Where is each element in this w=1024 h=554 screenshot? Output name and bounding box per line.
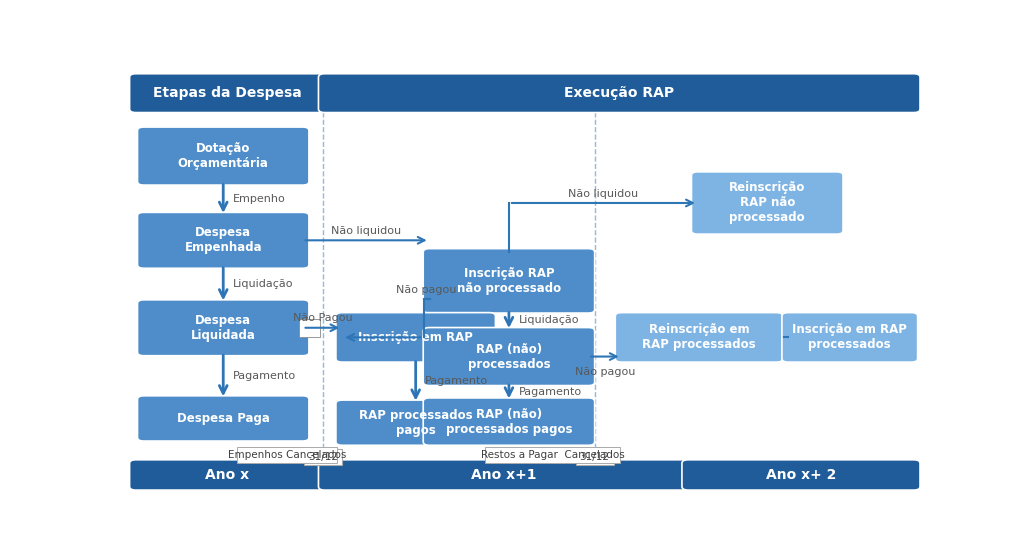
Text: Despesa
Liquidada: Despesa Liquidada [190,314,256,342]
Text: Não pagou: Não pagou [396,285,457,295]
Text: Não pagou: Não pagou [574,367,635,377]
FancyBboxPatch shape [336,400,496,445]
FancyBboxPatch shape [423,398,595,445]
Text: Liquidação: Liquidação [232,279,293,289]
FancyBboxPatch shape [782,312,918,362]
Text: RAP processados
pagos: RAP processados pagos [358,409,472,437]
Text: Inscrição RAP
não processado: Inscrição RAP não processado [457,267,561,295]
Text: Dotação
Orçamentária: Dotação Orçamentária [178,142,268,170]
FancyBboxPatch shape [137,396,309,441]
FancyBboxPatch shape [691,172,843,234]
FancyBboxPatch shape [130,460,325,490]
Text: Pagamento: Pagamento [518,387,582,397]
Text: Não liquidou: Não liquidou [331,226,401,236]
Text: Despesa Paga: Despesa Paga [177,412,269,425]
Text: 31/12: 31/12 [308,452,338,462]
Text: Despesa
Empenhada: Despesa Empenhada [184,227,262,254]
Text: Restos a Pagar  Cancelados: Restos a Pagar Cancelados [480,450,625,460]
Text: Ano x+1: Ano x+1 [471,468,537,482]
FancyBboxPatch shape [299,319,321,337]
FancyBboxPatch shape [318,74,920,112]
FancyBboxPatch shape [423,249,595,313]
Text: Ano x+ 2: Ano x+ 2 [766,468,837,482]
Text: Não liquidou: Não liquidou [568,189,638,199]
FancyBboxPatch shape [130,74,325,112]
Text: 31/12: 31/12 [580,452,609,462]
FancyBboxPatch shape [304,449,342,465]
FancyBboxPatch shape [485,448,620,463]
Text: Execução RAP: Execução RAP [564,86,674,100]
FancyBboxPatch shape [423,327,595,386]
Text: Empenho: Empenho [232,194,286,204]
Text: Pagamento: Pagamento [232,371,296,381]
Text: Pagamento: Pagamento [425,376,488,386]
Text: Ano x: Ano x [205,468,249,482]
FancyBboxPatch shape [237,448,337,463]
FancyBboxPatch shape [575,449,613,465]
Text: Inscrição em RAP: Inscrição em RAP [358,331,473,344]
Text: Inscrição em RAP
processados: Inscrição em RAP processados [793,324,907,351]
Text: Reinscrição
RAP não
processado: Reinscrição RAP não processado [729,182,806,224]
Text: RAP (não)
processados: RAP (não) processados [468,342,550,371]
FancyBboxPatch shape [137,127,309,185]
Text: Não Pagou: Não Pagou [293,314,352,324]
FancyBboxPatch shape [137,300,309,356]
Text: Liquidação: Liquidação [518,315,579,325]
FancyBboxPatch shape [682,460,920,490]
Text: Reinscrição em
RAP processados: Reinscrição em RAP processados [642,324,756,351]
FancyBboxPatch shape [336,312,496,362]
FancyBboxPatch shape [615,312,782,362]
Text: Empenhos Cancelados: Empenhos Cancelados [227,450,346,460]
FancyBboxPatch shape [318,460,688,490]
FancyBboxPatch shape [137,212,309,268]
Text: RAP (não)
processados pagos: RAP (não) processados pagos [445,408,572,435]
Text: Etapas da Despesa: Etapas da Despesa [153,86,302,100]
